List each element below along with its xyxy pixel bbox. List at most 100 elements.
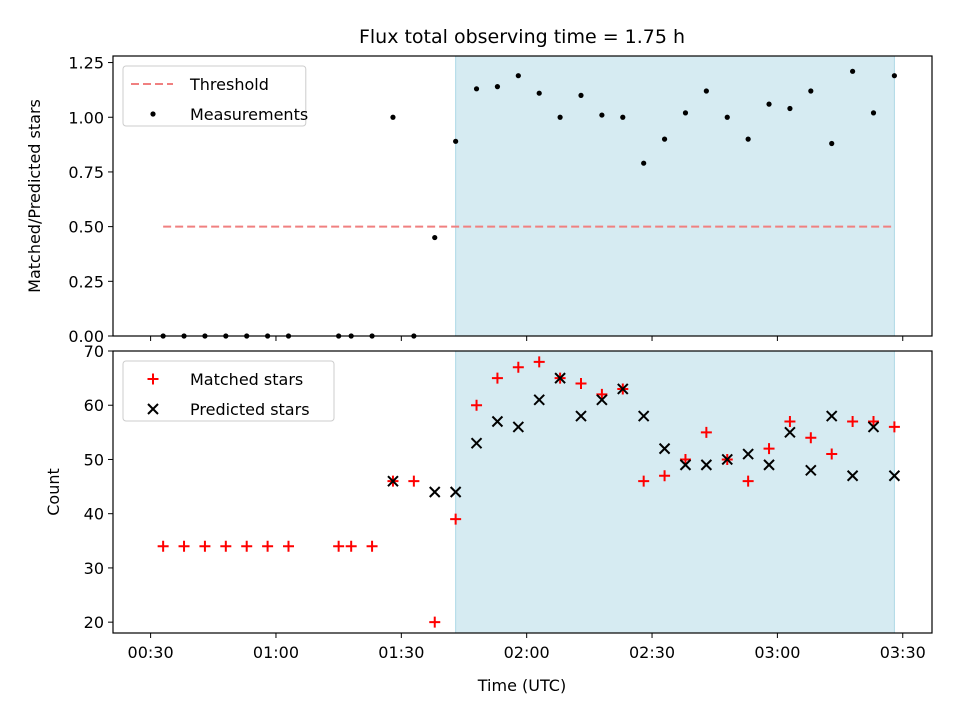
xtick-label: 00:30: [128, 643, 174, 662]
predicted-star-point: [721, 453, 733, 466]
matched-star-point: [784, 416, 796, 427]
chart-title: Flux total observing time = 1.75 h: [359, 26, 685, 48]
measurement-point: [390, 114, 396, 120]
predicted-star-point: [826, 410, 838, 422]
bottom-y-axis-label: Count: [44, 468, 63, 516]
predicted-star-point: [867, 421, 880, 433]
bottom-ytick-label: 30: [84, 559, 104, 578]
predicted-star-point: [449, 486, 462, 498]
predicted-star-point: [846, 470, 859, 482]
measurement-point: [661, 136, 668, 142]
matched-star-point: [847, 416, 859, 427]
predicted-star-point: [679, 459, 692, 471]
matched-star-point: [805, 432, 817, 444]
matched-star-point: [450, 513, 462, 525]
measurement-point: [536, 90, 542, 96]
matched-star-point: [700, 426, 712, 438]
bottom-legend: [122, 360, 335, 422]
predicted-star-point: [429, 486, 441, 498]
predicted-star-point: [888, 470, 901, 482]
measurement-point: [766, 101, 772, 107]
bottom-series-x: [387, 372, 901, 498]
matched-star-point: [533, 356, 545, 368]
bottom-ytick-label: 40: [84, 505, 104, 524]
predicted-star-point: [763, 459, 775, 471]
measurement-point: [599, 112, 605, 118]
top-legend-entry: Threshold: [131, 75, 269, 94]
matched-star-point: [742, 475, 754, 487]
xtick-label: 01:30: [378, 643, 424, 662]
measurement-point: [850, 68, 856, 74]
measurement-point: [787, 105, 793, 112]
legend-label: Matched stars: [190, 370, 303, 389]
predicted-star-point: [700, 459, 713, 471]
matched-star-point: [659, 470, 671, 482]
bottom-legend-entry: Matched stars: [147, 370, 303, 389]
predicted-star-point: [470, 437, 483, 449]
matched-star-point: [262, 540, 274, 552]
legend-swatch: [147, 403, 159, 415]
predicted-star-point: [658, 442, 671, 455]
matched-star-point: [429, 616, 441, 628]
measurement-point: [432, 234, 438, 241]
xtick-label: 03:00: [754, 643, 800, 662]
top-ytick-label: 0.75: [68, 163, 104, 182]
measurement-point: [891, 73, 897, 79]
measurement-point: [829, 140, 835, 147]
measurement-point: [578, 92, 584, 98]
top-y-axis-label: Matched/Predicted stars: [25, 99, 44, 293]
predicted-star-point: [637, 410, 650, 422]
measurement-point: [641, 160, 647, 166]
bottom-legend-entry: Predicted stars: [147, 400, 310, 419]
measurement-point: [745, 136, 751, 142]
matched-star-point: [491, 372, 503, 384]
matched-star-point: [471, 399, 483, 411]
legend-swatch: [150, 111, 156, 117]
matched-star-point: [679, 453, 691, 465]
measurement-point: [515, 73, 521, 79]
matched-star-point: [220, 540, 232, 552]
matched-star-point: [241, 540, 253, 552]
matched-star-point: [638, 475, 650, 487]
predicted-star-point: [784, 426, 796, 439]
x-axis-label: Time (UTC): [477, 676, 566, 695]
top-series-dot: [160, 68, 897, 339]
bottom-ytick-label: 20: [84, 613, 104, 632]
predicted-star-point: [554, 372, 566, 384]
measurement-point: [682, 110, 689, 116]
measurement-point: [494, 84, 501, 90]
bottom-ytick-label: 60: [84, 396, 104, 415]
matched-star-point: [868, 416, 879, 427]
matched-star-point: [345, 540, 357, 552]
top-ytick-label: 0.50: [68, 218, 104, 237]
measurement-point: [453, 138, 459, 144]
xtick-label: 03:30: [880, 643, 926, 662]
matched-star-point: [408, 475, 420, 487]
bottom-ytick-label: 70: [84, 342, 104, 361]
predicted-star-point: [387, 475, 399, 487]
top-ytick-label: 0.25: [68, 272, 104, 291]
xtick-label: 02:00: [504, 643, 550, 662]
top-axes-frame: [112, 55, 933, 337]
xtick-label: 01:00: [253, 643, 299, 662]
matched-star-point: [826, 448, 838, 460]
measurement-point: [557, 114, 563, 120]
predicted-star-point: [491, 415, 504, 428]
legend-swatch: [147, 373, 159, 385]
matched-star-point: [366, 540, 378, 552]
bottom-shaded-span: [455, 350, 895, 634]
bottom-panel: 20 30 40 50 60 70 00:30 01:00 01:30 02:00 02:30 03:…: [44, 342, 933, 662]
matched-star-point: [596, 388, 608, 400]
top-legend: [122, 65, 307, 127]
matched-star-point: [763, 443, 775, 455]
matched-star-point: [575, 378, 587, 390]
predicted-star-point: [805, 464, 817, 477]
legend-label: Threshold: [189, 75, 269, 94]
top-panel: 0.00 0.25 0.50 0.75 1.00 1.25 Matched/Predicte…: [25, 54, 933, 346]
matched-star-point: [333, 540, 345, 552]
xtick-label: 02:30: [629, 643, 675, 662]
predicted-star-point: [617, 383, 629, 395]
top-ytick-label: 1.00: [68, 108, 104, 127]
top-shaded-span: [455, 55, 895, 337]
